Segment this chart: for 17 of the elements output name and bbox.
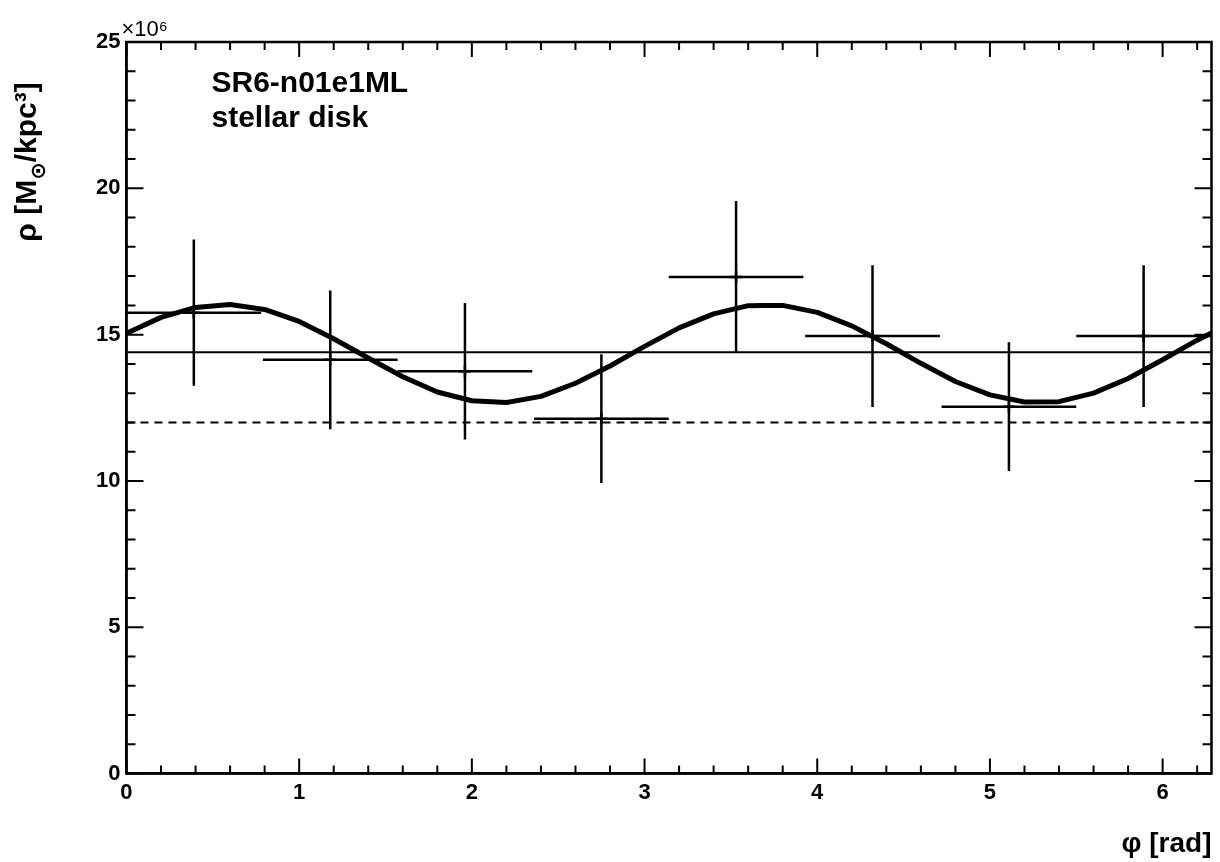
y-tick-label: 25 (95, 28, 121, 54)
x-tick-label: 5 (983, 778, 997, 804)
x-tick-label: 3 (638, 778, 651, 804)
y-tick-label: 0 (108, 759, 121, 785)
annotation: stellar disk (211, 100, 369, 133)
annotation: SR6-n01e1ML (211, 65, 409, 98)
y-tick-label: 15 (95, 320, 121, 346)
y-tick-label: 5 (108, 613, 121, 639)
y-axis-title: ρ [M⊙/kpc³] (9, 82, 50, 242)
y-tick-label: 20 (95, 174, 121, 200)
x-tick-label: 6 (1156, 778, 1169, 804)
x-axis-title: φ [rad] (1121, 826, 1212, 858)
annotation: ×10⁶ (121, 16, 168, 41)
x-tick-label: 4 (811, 778, 825, 804)
x-tick-label: 2 (465, 778, 478, 804)
x-tick-label: 1 (293, 778, 306, 804)
y-tick-label: 10 (95, 467, 121, 493)
